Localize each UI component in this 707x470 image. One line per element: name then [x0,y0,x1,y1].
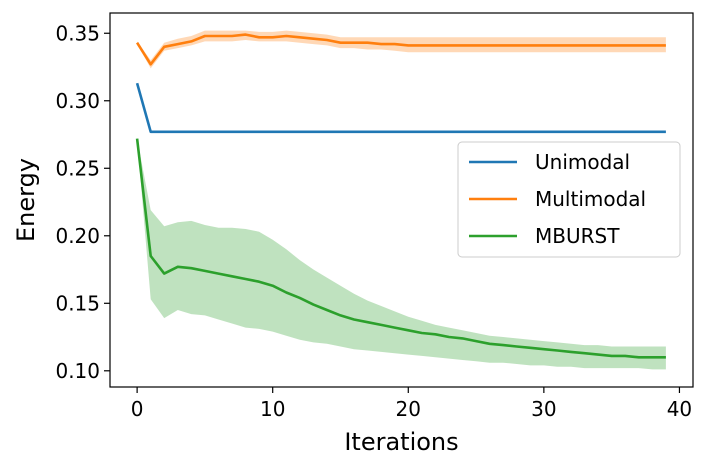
legend-label: MBURST [535,224,620,248]
multimodal-line [135,33,666,66]
x-tick-label: 10 [260,397,285,421]
confidence-bands [137,30,666,370]
x-tick-label: 0 [131,397,144,421]
legend-label: Unimodal [535,150,630,174]
y-tick-label: 0.10 [55,359,100,383]
unimodal-line [135,82,666,134]
series-lines [135,33,666,359]
mburst-band [137,138,666,370]
multimodal-band [137,30,666,69]
x-tick-label: 20 [396,397,421,421]
y-tick-label: 0.20 [55,224,100,248]
y-tick-label: 0.30 [55,89,100,113]
mburst-line [135,138,666,359]
legend-label: Multimodal [535,187,646,211]
y-axis-label: Energy [12,158,40,242]
x-axis-label: Iterations [344,428,458,456]
y-tick-label: 0.35 [55,21,100,45]
plot-area-frame [109,12,694,388]
legend-box [457,141,681,258]
y-axis-ticks: 0.10 0.15 0.20 0.25 0.30 0.35 [55,21,110,383]
legend: Unimodal Multimodal MBURST [457,141,681,258]
x-axis-ticks: 0 10 20 30 40 [131,387,692,421]
y-tick-label: 0.15 [55,291,100,315]
y-tick-label: 0.25 [55,156,100,180]
x-tick-label: 30 [531,397,556,421]
x-tick-label: 40 [667,397,692,421]
